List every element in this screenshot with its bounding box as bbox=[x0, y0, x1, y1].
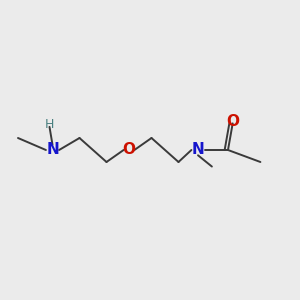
Text: N: N bbox=[46, 142, 59, 158]
Text: H: H bbox=[45, 118, 54, 131]
Text: O: O bbox=[226, 114, 239, 129]
Text: N: N bbox=[192, 142, 204, 158]
Text: O: O bbox=[122, 142, 136, 158]
